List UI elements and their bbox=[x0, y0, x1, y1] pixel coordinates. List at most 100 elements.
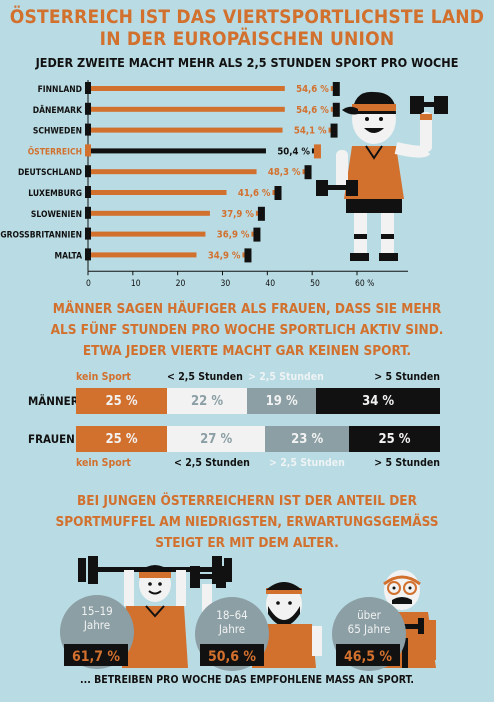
bar-cap-left bbox=[85, 206, 91, 219]
bar-cap-right bbox=[257, 206, 265, 221]
row-label-frauen: FRAUEN bbox=[28, 432, 75, 446]
country-label: GROSSBRITANNIEN bbox=[0, 231, 82, 241]
bar-cap-left bbox=[85, 165, 91, 178]
legend-top: kein Sport < 2,5 Stunden > 2,5 Stunden >… bbox=[76, 371, 440, 385]
legend-kein-sport-bottom: kein Sport bbox=[76, 457, 131, 469]
age-footer: ... BETREIBEN PRO WOCHE DAS EMPFOHLENE M… bbox=[80, 674, 414, 686]
country-value-label: 36,9 % bbox=[217, 230, 250, 241]
athlete-shirt bbox=[344, 146, 404, 199]
x-tick-label: 60 % bbox=[355, 279, 374, 289]
x-tick-label: 50 bbox=[310, 279, 320, 289]
x-tick-label: 20 bbox=[176, 279, 186, 289]
value-label-bg bbox=[205, 228, 252, 240]
bar-cap-right bbox=[313, 144, 321, 159]
value-label-bg bbox=[284, 83, 331, 94]
country-value-label: 54,6 % bbox=[296, 84, 329, 95]
value-box-15-19 bbox=[64, 644, 128, 666]
legend-over-5: > 5 Stunden bbox=[374, 371, 440, 383]
bar-cap-right bbox=[330, 123, 338, 138]
country-label: FINNLAND bbox=[38, 85, 82, 95]
age-label-15-19: 15–19 Jahre bbox=[81, 604, 113, 632]
stacked-bar-maenner: 25 % 22 % 19 % 34 % bbox=[76, 388, 440, 414]
bar-cap-left bbox=[85, 248, 91, 261]
country-bar bbox=[88, 210, 258, 216]
country-label: SLOWENIEN bbox=[31, 210, 82, 220]
x-tick-label: 10 bbox=[131, 279, 141, 289]
stacked-segment: 23 % bbox=[265, 426, 349, 452]
country-bar bbox=[88, 127, 331, 133]
bar-cap-right bbox=[253, 227, 261, 242]
bar-cap-left bbox=[85, 144, 91, 157]
athlete-illustration bbox=[316, 91, 448, 261]
country-label: ÖSTERREICH bbox=[28, 146, 82, 157]
legend-under-2-5: < 2,5 Stunden bbox=[167, 371, 243, 383]
x-tick-label: 30 bbox=[221, 279, 231, 289]
age-text-line1: BEI JUNGEN ÖSTERREICHERN IST DER ANTEIL … bbox=[77, 493, 417, 509]
country-bar bbox=[88, 148, 314, 154]
value-label-bg bbox=[209, 207, 256, 219]
country-label: DÄNEMARK bbox=[33, 105, 83, 116]
stacked-bar-frauen: 25 % 27 % 23 % 25 % bbox=[76, 426, 440, 452]
value-label-bg bbox=[284, 103, 331, 115]
legend-under-2-5-bottom: < 2,5 Stunden bbox=[174, 457, 250, 469]
legend-over-2-5-bottom: > 2,5 Stunden bbox=[269, 457, 345, 469]
stacked-segment: 27 % bbox=[167, 426, 266, 452]
main-title-line1: ÖSTERREICH IST DAS VIERTSPORTLICHSTE LAN… bbox=[9, 6, 485, 28]
value-box-over-65 bbox=[336, 644, 400, 666]
value-label-bg bbox=[196, 249, 243, 261]
country-label: LUXEMBURG bbox=[28, 189, 82, 199]
x-tick-label: 40 bbox=[265, 279, 275, 289]
country-bar bbox=[88, 190, 275, 195]
bar-cap-left bbox=[85, 186, 91, 198]
age-text-line3: STEIGT ER MIT DEM ALTER. bbox=[155, 535, 339, 551]
value-label-bg bbox=[226, 187, 273, 198]
value-box-18-64 bbox=[200, 644, 264, 666]
bar-cap-right bbox=[274, 186, 282, 200]
gender-text-line1: MÄNNER SAGEN HÄUFIGER ALS FRAUEN, DASS S… bbox=[52, 301, 442, 317]
age-text-line2: SPORTMUFFEL AM NIEDRIGSTEN, ERWARTUNGSGE… bbox=[55, 514, 439, 530]
country-label: DEUTSCHLAND bbox=[18, 168, 82, 178]
legend-kein-sport: kein Sport bbox=[76, 371, 131, 383]
country-label: SCHWEDEN bbox=[33, 127, 82, 137]
value-label-bg bbox=[256, 166, 303, 178]
adult-athlete-figure bbox=[190, 566, 322, 668]
value-15-19: 61,7 % bbox=[71, 649, 121, 665]
stacked-segment: 19 % bbox=[247, 388, 317, 414]
bar-cap-left bbox=[85, 123, 91, 136]
main-title-line2: IN DER EUROPÄISCHEN UNION bbox=[99, 28, 395, 50]
country-value-label: 50,4 % bbox=[277, 146, 310, 157]
country-label: MALTA bbox=[55, 251, 83, 261]
bar-cap-left bbox=[85, 227, 91, 240]
country-bar bbox=[88, 169, 305, 175]
country-bar bbox=[88, 86, 333, 91]
gender-text-line2: ALS FÜNF STUNDEN PRO WOCHE SPORTLICH AKT… bbox=[50, 322, 444, 338]
country-bar bbox=[88, 106, 333, 112]
value-18-64: 50,6 % bbox=[207, 649, 257, 665]
bar-cap-right bbox=[244, 248, 252, 263]
x-tick-label: 0 bbox=[86, 279, 91, 289]
legend-over-5-bottom: > 5 Stunden bbox=[374, 457, 440, 469]
bar-cap-left bbox=[85, 102, 91, 115]
bar-cap-right bbox=[304, 165, 312, 180]
age-illustration bbox=[60, 556, 436, 671]
age-label-18-64: 18–64 Jahre bbox=[216, 608, 248, 636]
legend-bottom: kein Sport < 2,5 Stunden > 2,5 Stunden >… bbox=[76, 457, 440, 471]
stacked-segment: 25 % bbox=[76, 426, 167, 452]
subtitle: JEDER ZWEITE MACHT MEHR ALS 2,5 STUNDEN … bbox=[35, 55, 459, 70]
value-label-bg bbox=[282, 124, 329, 136]
country-value-label: 41,6 % bbox=[238, 188, 271, 199]
country-chart-marks: 0 10 20 30 40 50 60 % FINNLAND 54,6 % DÄNEMARK 54,… bbox=[0, 80, 408, 289]
country-bar-chart: 0 10 20 30 40 50 60 % FINNLAND 54,6 % DÄNEMARK 54,… bbox=[0, 80, 408, 289]
country-value-label: 34,9 % bbox=[208, 250, 241, 261]
stacked-segment: 34 % bbox=[316, 388, 440, 414]
row-label-maenner: MÄNNER bbox=[28, 394, 79, 408]
bar-cap-right bbox=[332, 102, 340, 117]
country-value-label: 54,1 % bbox=[294, 126, 327, 137]
country-value-label: 37,9 % bbox=[221, 209, 254, 220]
dumbbell-weight bbox=[410, 96, 424, 114]
gender-text-line3: ETWA JEDER VIERTE MACHT GAR KEINEN SPORT… bbox=[82, 343, 412, 359]
country-value-label: 54,6 % bbox=[296, 105, 329, 116]
country-value-label: 48,3 % bbox=[268, 167, 301, 178]
age-label-over-65: über 65 Jahre bbox=[347, 608, 391, 636]
stacked-segment: 22 % bbox=[167, 388, 248, 414]
